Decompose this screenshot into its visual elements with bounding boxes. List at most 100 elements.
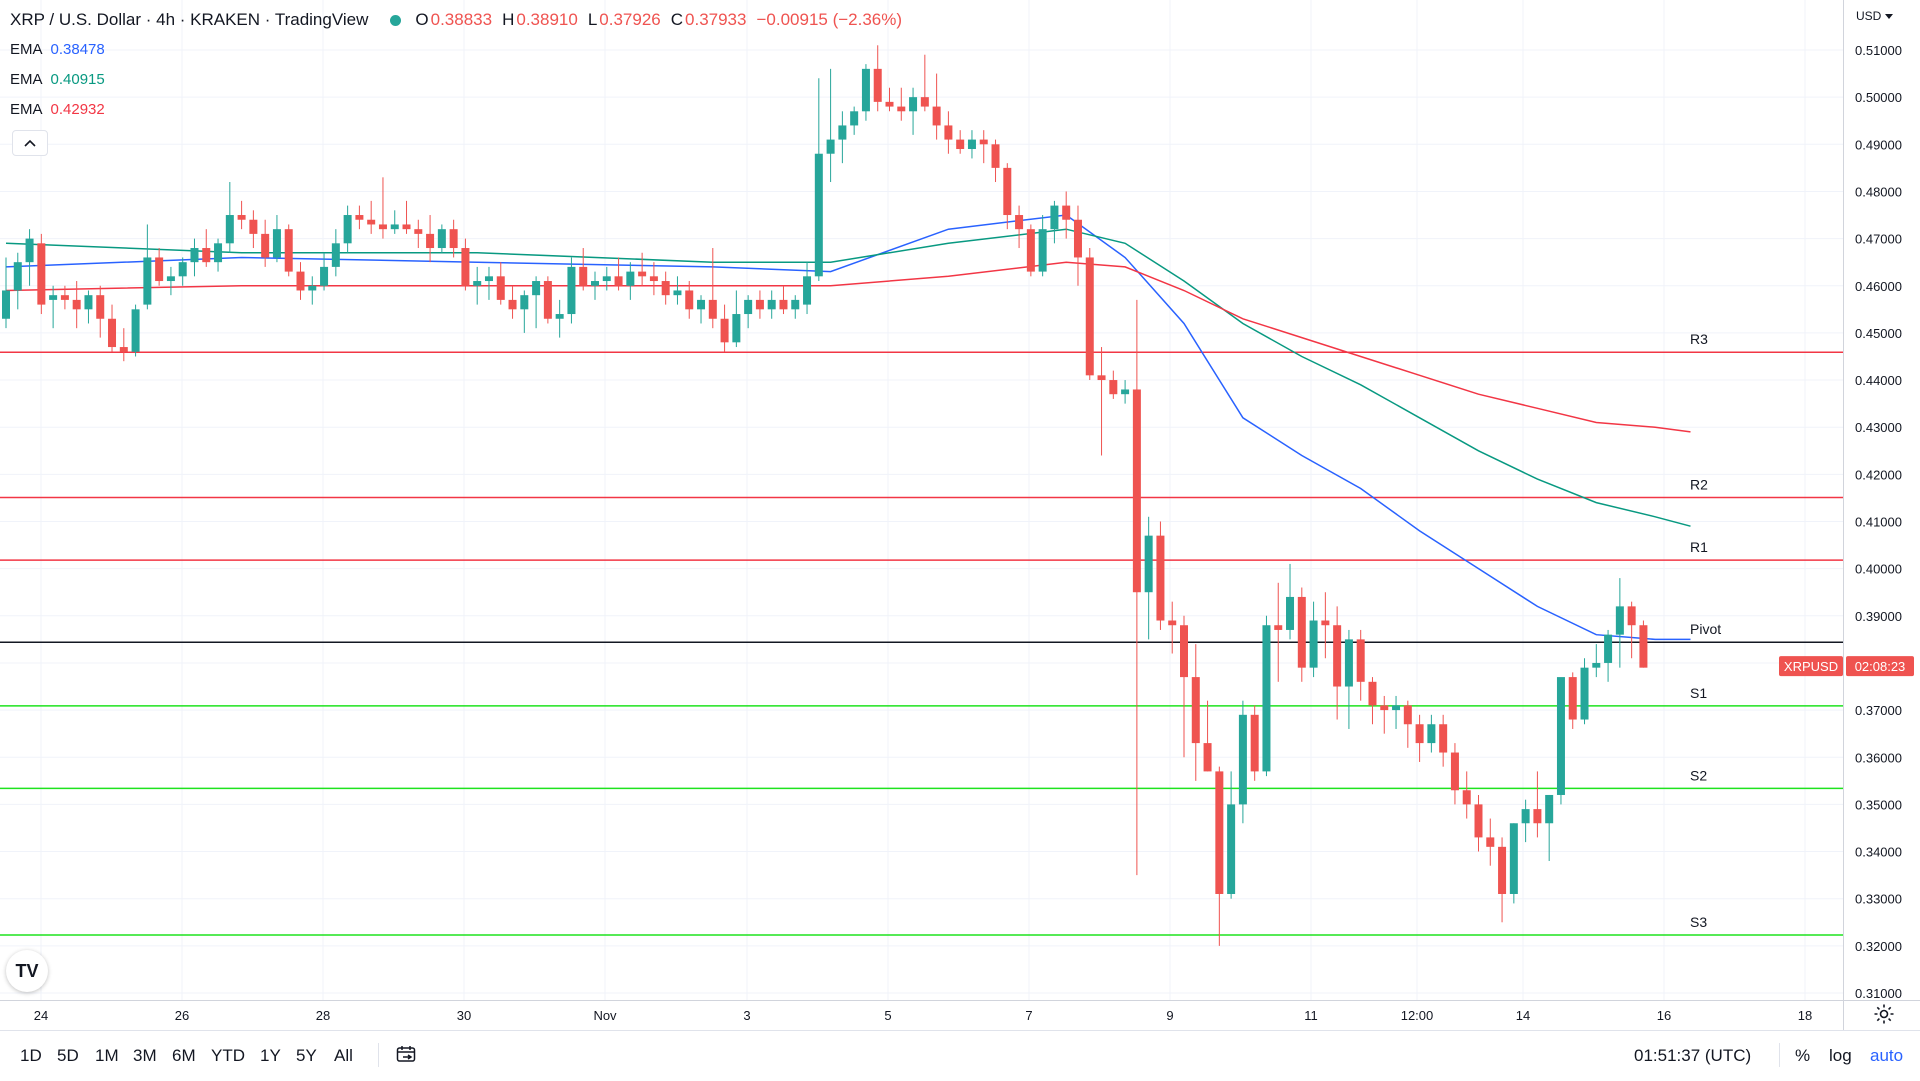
candle (367, 200, 376, 234)
candle-body (673, 290, 682, 296)
candle-body (897, 106, 906, 112)
candle-body (1450, 752, 1459, 791)
y-tick-label: 0.48000 (1855, 184, 1902, 199)
candle-body (60, 295, 69, 300)
candle-body (37, 243, 46, 305)
candle-body (720, 318, 729, 343)
candle-body (1521, 809, 1530, 824)
candle-body (284, 229, 293, 272)
range-1m-button[interactable]: 1M (95, 1046, 119, 1065)
candle-body (1262, 625, 1271, 772)
y-tick-label: 0.32000 (1855, 939, 1902, 954)
candle (1615, 578, 1624, 668)
candle-body (1580, 667, 1589, 720)
candle (496, 262, 505, 305)
candle (1121, 380, 1130, 404)
candle (473, 266, 482, 305)
candle-body (390, 224, 399, 230)
candle (1109, 370, 1118, 399)
candle-body (814, 153, 823, 277)
candle (1297, 587, 1306, 682)
candle (1521, 799, 1530, 843)
candle (1639, 620, 1648, 668)
level-label-s2: S2 (1690, 767, 1707, 783)
ema-legend-2[interactable]: EMA 0.40915 (10, 71, 105, 88)
candle-body (967, 139, 976, 150)
countdown-price-tag-label: 02:08:23 (1855, 659, 1906, 674)
ohlc-close-value: 0.37933 (685, 10, 747, 29)
candle-body (131, 309, 140, 352)
candle (767, 290, 776, 319)
range-all-button[interactable]: All (334, 1046, 353, 1065)
candle (1144, 516, 1153, 640)
candle-body (555, 314, 564, 319)
ema-value: 0.42932 (50, 101, 105, 118)
candle-body (1038, 229, 1047, 272)
candle (532, 276, 541, 329)
settings-gear-icon[interactable] (1872, 1002, 1896, 1026)
axes: 0.51000 0.50000 0.49000 0.48000 0.47000 0.460… (0, 0, 1920, 1030)
candle (1450, 743, 1459, 805)
range-ytd-button[interactable]: YTD (211, 1046, 245, 1065)
candle (1026, 224, 1035, 277)
ema-value: 0.40915 (50, 71, 105, 88)
candle (1556, 677, 1565, 805)
candle (1156, 521, 1165, 630)
ema-legend-1[interactable]: EMA 0.38478 (10, 41, 105, 58)
candle-body (979, 139, 988, 145)
calendar-goto-icon[interactable] (396, 1045, 416, 1063)
candle-body (1109, 380, 1118, 395)
x-tick-label: 30 (457, 1008, 471, 1023)
y-tick-label: 0.31000 (1855, 986, 1902, 1001)
utc-clock[interactable]: 01:51:37 (UTC) (1634, 1046, 1752, 1065)
range-5d-button[interactable]: 5D (57, 1046, 79, 1065)
candle (402, 200, 411, 234)
candle (461, 238, 470, 291)
candle (1097, 347, 1106, 456)
y-tick-label: 0.33000 (1855, 892, 1902, 907)
candle-body (261, 233, 270, 258)
candle (2, 257, 10, 329)
candle-body (1486, 837, 1495, 847)
candle-body (1344, 639, 1353, 687)
legend-collapse-button[interactable] (12, 130, 48, 156)
ohlc-high-label: H (502, 10, 515, 29)
candle (1486, 818, 1495, 866)
candle-body (932, 106, 941, 126)
percent-scale-toggle[interactable]: % (1795, 1046, 1811, 1065)
candle-body (1639, 625, 1648, 668)
auto-scale-toggle[interactable]: auto (1870, 1046, 1904, 1065)
symbol-title[interactable]: XRP / U.S. Dollar · 4h · KRAKEN · Tradin… (10, 10, 369, 29)
candle-body (1415, 724, 1424, 744)
candle (1238, 700, 1247, 824)
candle (932, 73, 941, 140)
range-1d-button[interactable]: 1D (20, 1046, 42, 1065)
log-scale-toggle[interactable]: log (1829, 1046, 1852, 1065)
candle-body (1427, 724, 1436, 744)
range-3m-button[interactable]: 3M (133, 1046, 157, 1065)
candle (1356, 629, 1365, 701)
candle-body (1121, 389, 1130, 395)
candle (390, 210, 399, 234)
candle-body (473, 281, 482, 286)
range-1y-button[interactable]: 1Y (260, 1046, 281, 1065)
candle (602, 266, 611, 291)
candle (826, 68, 835, 183)
candle (108, 304, 117, 352)
candle-body (331, 243, 340, 267)
tradingview-logo[interactable]: TV (6, 950, 48, 992)
range-6m-button[interactable]: 6M (172, 1046, 196, 1065)
ema-legend-3[interactable]: EMA 0.42932 (10, 101, 105, 118)
candle (543, 276, 552, 324)
range-5y-button[interactable]: 5Y (296, 1046, 317, 1065)
currency-selector[interactable]: USD (1856, 9, 1893, 23)
x-tick-label: 14 (1516, 1008, 1530, 1023)
candle (449, 219, 458, 258)
symbol-price-tag-label: XRPUSD (1784, 659, 1838, 674)
candle (1262, 615, 1271, 777)
level-label-s1: S1 (1690, 685, 1707, 701)
candle-body (225, 215, 234, 244)
x-tick-label: 24 (34, 1008, 48, 1023)
y-tick-label: 0.36000 (1855, 750, 1902, 765)
